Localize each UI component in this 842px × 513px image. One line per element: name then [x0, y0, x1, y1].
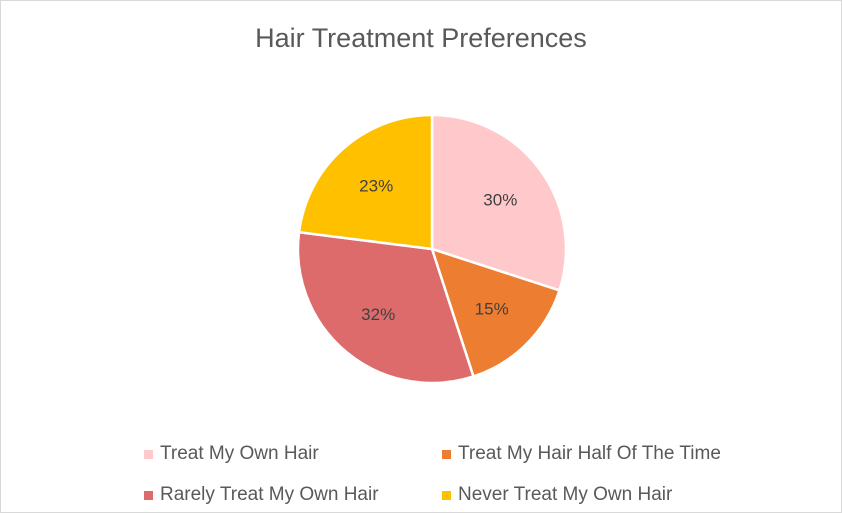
legend-swatch [144, 449, 153, 459]
pie-slice [430, 113, 568, 292]
legend-swatch [442, 490, 451, 500]
data-label: 32% [361, 305, 395, 324]
legend-label: Never Treat My Own Hair [458, 484, 673, 505]
data-label: 30% [483, 190, 517, 209]
pie-slice [297, 113, 434, 251]
legend-swatch [442, 449, 451, 459]
legend-swatch [144, 490, 153, 500]
legend-item-treat-own-hair: Treat My Own Hair [144, 443, 319, 465]
data-label: 15% [475, 300, 509, 319]
legend-label: Rarely Treat My Own Hair [160, 484, 379, 505]
legend-item-rarely-treat: Rarely Treat My Own Hair [144, 484, 379, 506]
legend-label: Treat My Hair Half Of The Time [458, 443, 721, 464]
chart-title: Hair Treatment Preferences [255, 23, 587, 53]
legend-item-treat-half-time: Treat My Hair Half Of The Time [442, 443, 721, 465]
legend-label: Treat My Own Hair [160, 443, 319, 464]
pie-slice [296, 230, 475, 385]
legend-item-never-treat: Never Treat My Own Hair [442, 484, 672, 506]
data-label: 23% [359, 177, 393, 196]
